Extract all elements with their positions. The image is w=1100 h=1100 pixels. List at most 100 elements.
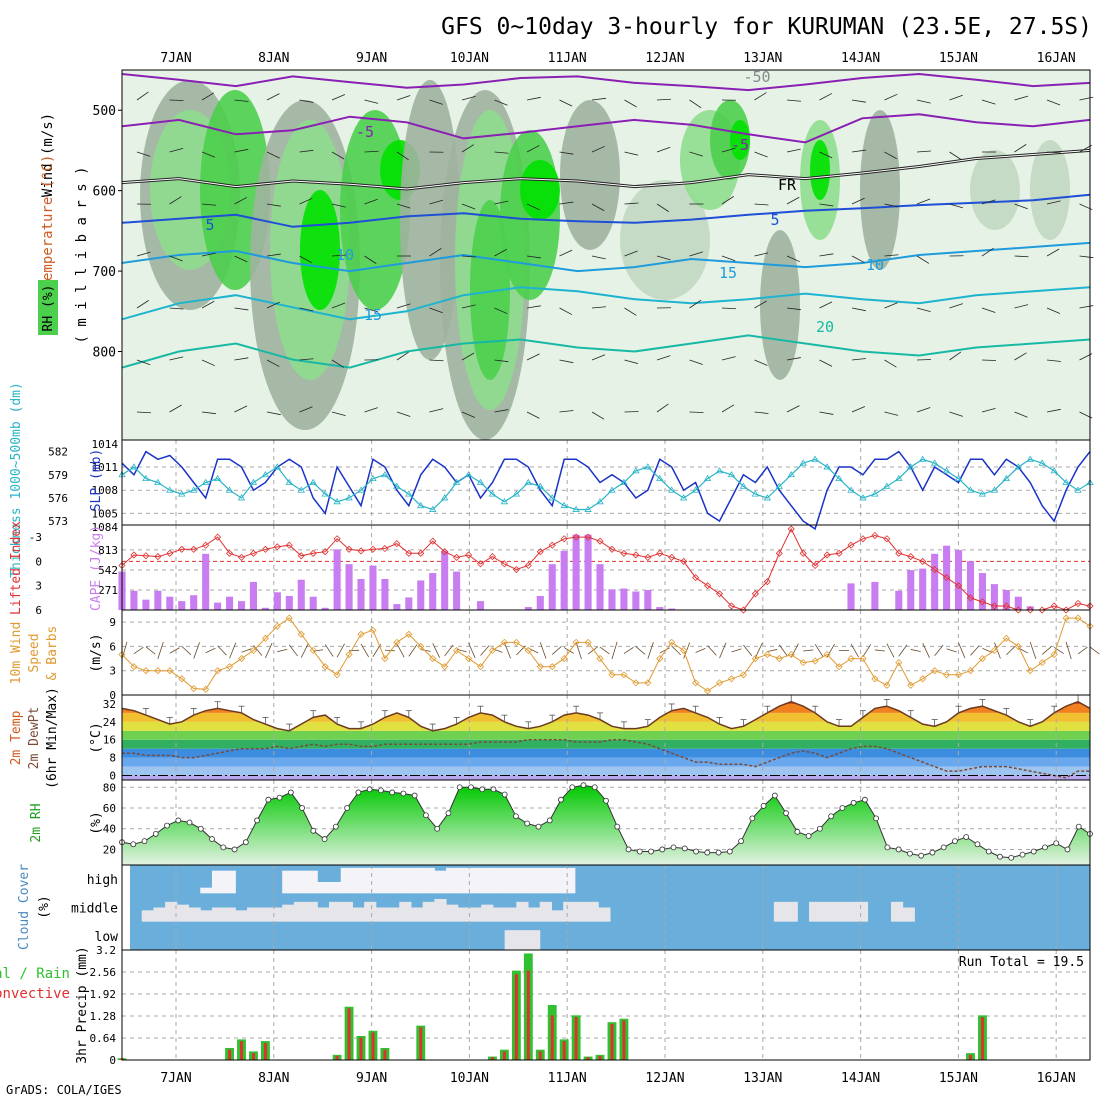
wind-speed-marker [321,663,329,671]
rh-shade-region [300,190,340,310]
wind-speed-marker [130,663,138,671]
lifted-index-marker [178,545,186,553]
rh-point [355,789,362,796]
thickness-marker [656,474,664,482]
cape-bar [154,590,162,610]
lifted-index-marker [943,574,951,582]
wind-barb [819,253,834,257]
wind-barb [1046,200,1061,205]
cloud-gap-high [200,887,213,894]
cloud-gap-high [352,867,365,894]
wind-barb [299,307,314,312]
wind-barb [884,302,898,309]
wind-barb [559,151,574,155]
thickness-marker [1074,486,1082,493]
cloud-gap-middle [492,907,506,922]
wind-barb [949,303,963,309]
wind-barb [396,203,411,209]
lifted-index-marker [608,545,616,553]
credit-label: GrADS: COLA/IGES [6,1083,122,1097]
rh-shade-region [730,120,750,160]
cloud-gap-middle [399,901,412,922]
wind-barb [786,357,801,361]
rh-point [310,827,317,834]
wind-barb [591,306,606,309]
precip-convective-bar [490,1057,494,1060]
slp-line [121,450,1091,531]
cloud-gap-middle [539,901,552,922]
rh-shade-region [760,230,800,380]
thickness-marker [703,474,712,482]
rh-point [242,839,249,846]
rh-point [209,836,215,842]
rh-point [377,787,384,794]
wind-barb-10m [408,644,418,657]
wind-barb [526,203,540,211]
wind-barb [624,202,639,205]
wind-barb-10m [958,642,966,659]
wind-speed-marker [429,655,437,663]
cloud-row-label: low [95,930,119,945]
wind-speed-marker [799,659,807,667]
wind-barb-10m [1089,646,1100,655]
cloud-gap-middle [890,901,904,922]
cloud-gap-middle [305,901,318,922]
cloud-gap-high [410,867,424,894]
lifted-index-marker [644,553,652,561]
wind-barb-10m [468,642,476,659]
thickness-marker [608,486,616,493]
precip-tick-label: 3.2 [96,944,116,957]
wind-barb [526,353,540,361]
wind-speed-marker [357,630,365,638]
wind-barb [1014,304,1029,309]
wind-barb-10m [946,648,957,653]
lifted-index-marker [847,541,855,549]
wind-speed-marker [644,679,652,687]
temp-axis-label-3: (6hr Min/Max) [45,687,60,789]
lifted-index-marker [154,553,162,561]
wind-barb [494,200,509,205]
precip-convective-bar [980,1017,984,1060]
wind-barb [851,99,866,103]
wind-barb [234,99,249,102]
lifted-index-marker [548,541,556,549]
thickness-marker [954,474,963,482]
wind-barb-10m [277,648,288,653]
wind-barb [136,91,149,101]
wind-barb [559,359,574,364]
rh-point [648,848,654,855]
wind-barb [299,99,314,103]
rh-point [231,846,238,853]
wind-speed-marker [1002,634,1010,642]
wind-barb [624,250,638,257]
cape-bar [249,581,257,610]
x-tick-label-bottom: 10JAN [450,1071,489,1086]
wind-tick-label: 9 [109,616,116,629]
wind-barb-10m [1077,646,1088,655]
precip-convective-bar [598,1055,602,1060]
isotherm-line [121,113,1091,144]
thickness-marker [811,455,819,462]
precip-convective-bar [622,1020,626,1060]
slp-tick-label: 1011 [92,461,119,474]
wind-barb [494,99,508,106]
cloud-gap-high [329,882,342,894]
wind-speed-marker [333,671,341,679]
thickness-marker [751,490,760,497]
wind-barb [624,307,637,316]
y-axis-unit-label: ( m i l l i b a r s ) [74,166,90,343]
wind-barb-10m [444,644,454,657]
wind-speed-marker [273,622,281,630]
wind-barb [429,199,444,205]
wind-barb [981,407,996,413]
cape-bar [261,607,269,610]
wind-barb-10m [324,644,334,657]
lifted-index-marker [883,535,891,543]
wind-barb-10m [886,643,895,658]
wind-barb [689,99,702,109]
wind-barb [851,149,866,153]
lifted-index-marker [273,543,281,551]
wind-speed-marker [142,667,150,675]
wind-speed-marker [441,663,449,671]
x-tick-label-bottom: 11JAN [548,1071,587,1086]
